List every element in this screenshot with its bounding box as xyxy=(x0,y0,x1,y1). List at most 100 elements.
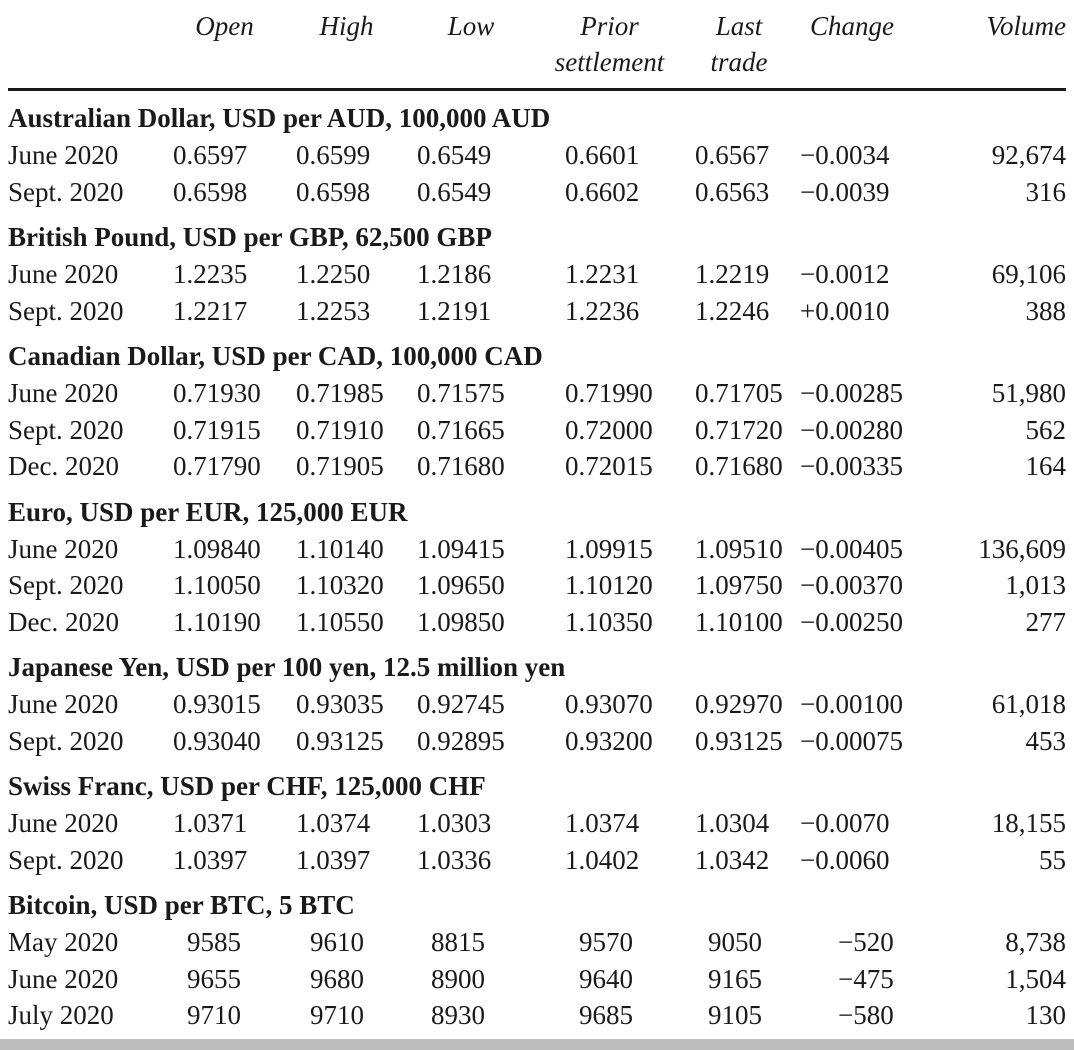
cell-month: June 2020 xyxy=(8,259,119,289)
table-row: May 2020 9585 9610 8815 9570 9050 −520 8,738 xyxy=(8,924,1066,961)
cell-month: Sept. 2020 xyxy=(8,414,124,445)
cell-last-trade: 0.71705 xyxy=(695,378,783,408)
cell-low: 0.71665 xyxy=(417,414,505,445)
table-body: Australian Dollar, USD per AUD, 100,000 … xyxy=(8,90,1066,1034)
cell-low: 1.09850 xyxy=(417,606,505,637)
cell-change: −0.00370 xyxy=(800,570,903,600)
section-header-row: Canadian Dollar, USD per CAD, 100,000 CA… xyxy=(8,329,1066,375)
cell-change: −0.00280 xyxy=(800,414,903,445)
cell-high: 0.6598 xyxy=(296,176,371,207)
section-title: Euro, USD per EUR, 125,000 EUR xyxy=(8,496,408,527)
cell-month: June 2020 xyxy=(8,533,119,564)
cell-volume: 316 xyxy=(1025,176,1067,207)
header-prior-settlement: Prior settlement xyxy=(535,8,684,91)
cell-last-trade: 1.2219 xyxy=(695,259,770,289)
cell-month: Sept. 2020 xyxy=(8,844,124,875)
cell-open: 0.93015 xyxy=(173,689,261,719)
header-last-line1: Last xyxy=(715,11,763,41)
cell-open: 0.6597 xyxy=(173,140,248,170)
table-row: Sept. 2020 0.6598 0.6598 0.6549 0.6602 0.6563… xyxy=(8,174,1066,211)
cell-high: 0.71910 xyxy=(296,414,384,445)
cell-change: −0.00250 xyxy=(800,606,903,637)
cell-low: 8900 xyxy=(431,963,485,994)
cell-month: Dec. 2020 xyxy=(8,606,119,637)
cell-open: 9585 xyxy=(187,927,241,957)
cell-prior-settlement: 0.6601 xyxy=(565,140,640,170)
cell-high: 0.71905 xyxy=(296,451,384,481)
header-last-line2: trade xyxy=(710,47,768,77)
cell-open: 9655 xyxy=(187,963,241,994)
cell-last-trade: 1.2246 xyxy=(695,295,770,326)
cell-prior-settlement: 1.2231 xyxy=(565,259,640,289)
header-high: High xyxy=(286,8,407,91)
cell-prior-settlement: 0.72015 xyxy=(565,451,653,481)
table-row: Dec. 2020 0.71790 0.71905 0.71680 0.72015 0.7… xyxy=(8,448,1066,485)
section-header-row: Swiss Franc, USD per CHF, 125,000 CHF xyxy=(8,759,1066,805)
cell-low: 1.2186 xyxy=(417,259,492,289)
cell-month: Sept. 2020 xyxy=(8,176,124,207)
section-header-row: Japanese Yen, USD per 100 yen, 12.5 mill… xyxy=(8,640,1066,686)
cell-open: 1.2217 xyxy=(173,295,248,326)
header-open: Open xyxy=(163,8,286,91)
cell-change: −0.0034 xyxy=(800,140,890,170)
table-row: June 2020 0.93015 0.93035 0.92745 0.93070 0.9… xyxy=(8,686,1066,723)
cell-prior-settlement: 0.71990 xyxy=(565,378,653,408)
cell-last-trade: 0.6567 xyxy=(695,140,770,170)
table-row: Sept. 2020 0.93040 0.93125 0.92895 0.93200 0.… xyxy=(8,723,1066,760)
cell-volume: 562 xyxy=(1025,414,1067,445)
cell-volume: 8,738 xyxy=(1005,927,1066,957)
cell-last-trade: 1.0304 xyxy=(695,808,770,838)
cell-month: July 2020 xyxy=(8,1000,114,1030)
cell-open: 1.2235 xyxy=(173,259,248,289)
cell-month: June 2020 xyxy=(8,689,119,719)
cell-low: 8930 xyxy=(431,1000,485,1030)
table-row: Sept. 2020 0.71915 0.71910 0.71665 0.72000 0.… xyxy=(8,412,1066,449)
cell-prior-settlement: 1.0374 xyxy=(565,808,640,838)
table-row: June 2020 9655 9680 8900 9640 9165 −475 1,504 xyxy=(8,961,1066,998)
cell-change: −475 xyxy=(838,963,894,994)
cell-high: 1.10140 xyxy=(296,533,384,564)
cell-volume: 1,504 xyxy=(1005,963,1066,994)
cell-month: May 2020 xyxy=(8,927,119,957)
cell-change: −0.00405 xyxy=(800,533,903,564)
cell-high: 1.0374 xyxy=(296,808,371,838)
cell-prior-settlement: 1.2236 xyxy=(565,295,640,326)
cell-last-trade: 9105 xyxy=(708,1000,762,1030)
table-row: June 2020 1.2235 1.2250 1.2186 1.2231 1.2219−… xyxy=(8,256,1066,293)
cell-prior-settlement: 0.6602 xyxy=(565,176,640,207)
cell-month: Sept. 2020 xyxy=(8,725,124,756)
section-header-row: Euro, USD per EUR, 125,000 EUR xyxy=(8,485,1066,531)
cell-volume: 55 xyxy=(1039,844,1066,875)
currency-futures-table: Open High Low Prior settlement Last trade … xyxy=(8,8,1066,1034)
cell-open: 1.09840 xyxy=(173,533,261,564)
cell-low: 0.92895 xyxy=(417,725,505,756)
cell-last-trade: 0.71720 xyxy=(695,414,783,445)
cell-high: 0.6599 xyxy=(296,140,371,170)
cell-open: 0.93040 xyxy=(173,725,261,756)
table-row: June 2020 0.71930 0.71985 0.71575 0.71990 0.7… xyxy=(8,375,1066,412)
cell-last-trade: 1.0342 xyxy=(695,844,770,875)
cell-volume: 136,609 xyxy=(978,533,1066,564)
cell-volume: 453 xyxy=(1025,725,1067,756)
cell-prior-settlement: 0.93070 xyxy=(565,689,653,719)
cell-open: 1.10190 xyxy=(173,606,261,637)
cell-low: 1.09415 xyxy=(417,533,505,564)
cell-low: 1.09650 xyxy=(417,570,505,600)
section-title: Bitcoin, USD per BTC, 5 BTC xyxy=(8,890,355,920)
cell-change: −0.00100 xyxy=(800,689,903,719)
cell-prior-settlement: 9640 xyxy=(579,963,633,994)
cell-high: 1.0397 xyxy=(296,844,371,875)
header-last-trade: Last trade xyxy=(684,8,794,91)
cell-prior-settlement: 1.09915 xyxy=(565,533,653,564)
cell-high: 0.93125 xyxy=(296,725,384,756)
cell-change: −0.0060 xyxy=(800,844,890,875)
cell-volume: 164 xyxy=(1025,451,1067,481)
cell-last-trade: 1.09510 xyxy=(695,533,783,564)
cell-high: 9610 xyxy=(310,927,364,957)
cell-high: 0.71985 xyxy=(296,378,384,408)
header-volume: Volume xyxy=(935,8,1066,91)
cell-volume: 1,013 xyxy=(1005,570,1066,600)
cell-low: 1.2191 xyxy=(417,295,492,326)
cell-change: −0.0012 xyxy=(800,259,890,289)
table-row: Sept. 2020 1.0397 1.0397 1.0336 1.0402 1.0342… xyxy=(8,842,1066,879)
